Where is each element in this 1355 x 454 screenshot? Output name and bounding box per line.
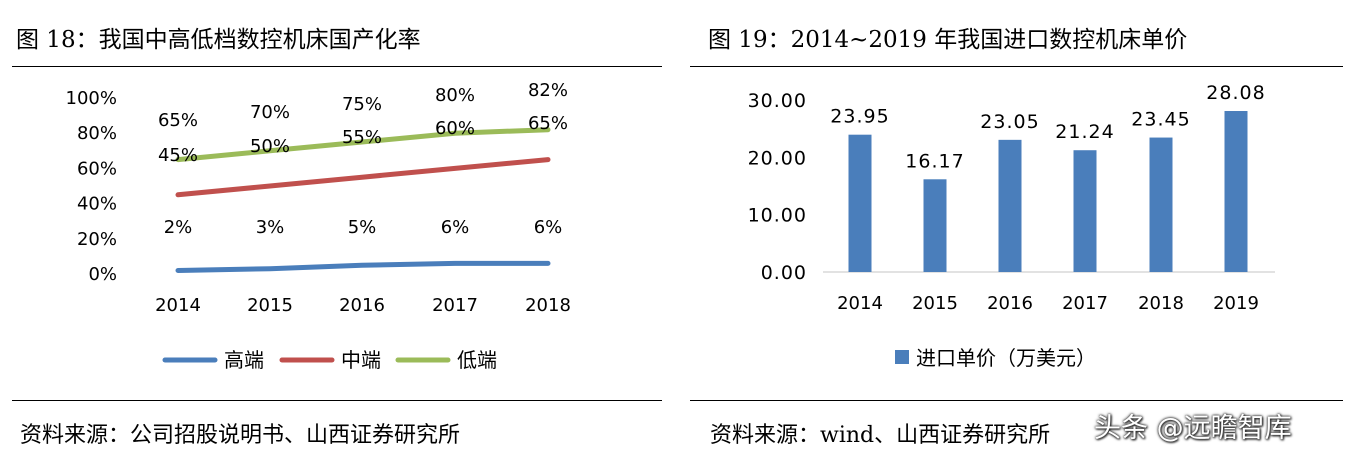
series-line-1 <box>175 260 551 273</box>
y-tick-label: 20.00 <box>748 147 807 169</box>
figure-18-line-chart: 0% 20% 40% 60% 80% 100% 2014 2015 2016 2017 2018 2%… <box>66 80 571 372</box>
bar <box>1073 150 1097 272</box>
data-label: 23.45 <box>1131 109 1190 131</box>
figure-19-bottom-rule <box>690 400 1343 401</box>
x-tick-label: 2017 <box>432 295 478 316</box>
y-tick-label: 20% <box>77 229 117 250</box>
y-tick-label: 40% <box>77 194 117 215</box>
data-label: 6% <box>441 217 470 238</box>
figure-18-title: 图 18：我国中高低档数控机床国产化率 <box>16 27 421 53</box>
x-tick-label: 2015 <box>912 293 958 314</box>
data-label: 70% <box>250 102 290 123</box>
bar <box>848 134 872 272</box>
bar <box>923 179 947 272</box>
y-tick-label: 60% <box>77 158 117 179</box>
data-label: 23.05 <box>980 111 1039 133</box>
data-label: 28.08 <box>1206 82 1265 104</box>
data-label: 65% <box>528 113 568 134</box>
data-label: 3% <box>256 217 285 238</box>
x-tick-label: 2016 <box>339 295 385 316</box>
x-tick-label: 2017 <box>1062 293 1108 314</box>
data-label: 75% <box>342 94 382 115</box>
figure-19-title: 图 19：2014~2019 年我国进口数控机床单价 <box>708 27 1188 53</box>
x-tick-label: 2018 <box>525 295 571 316</box>
bar <box>998 139 1022 272</box>
bar <box>1224 111 1248 272</box>
legend-label: 进口单价（万美元） <box>916 346 1096 370</box>
legend-swatch <box>895 350 909 364</box>
figure-19-panel: 图 19：2014~2019 年我国进口数控机床单价 0.00 10.00 20.0… <box>690 0 1355 454</box>
data-label: 6% <box>534 217 563 238</box>
data-label: 5% <box>348 217 377 238</box>
series-line-2 <box>175 157 551 198</box>
x-tick-label: 2015 <box>247 295 293 316</box>
figure-18-source: 资料来源：公司招股说明书、山西证券研究所 <box>20 423 461 448</box>
bar <box>1149 137 1173 272</box>
x-tick-label: 2014 <box>837 293 883 314</box>
figure-18-top-rule <box>12 66 662 67</box>
watermark: 头条 @远瞻智库 <box>1094 413 1292 444</box>
legend-label: 中端 <box>341 348 381 372</box>
data-label: 60% <box>435 118 475 139</box>
data-label: 82% <box>528 80 568 101</box>
y-tick-label: 80% <box>77 123 117 144</box>
x-tick-label: 2018 <box>1138 293 1184 314</box>
figure-19-bar-chart: 0.00 10.00 20.00 30.00 23.95 16.17 23.05 21.24 2… <box>748 82 1275 370</box>
figure-19-top-rule <box>690 66 1343 67</box>
x-tick-label: 2016 <box>987 293 1033 314</box>
data-label: 80% <box>435 85 475 106</box>
data-label: 2% <box>164 217 193 238</box>
data-label: 21.24 <box>1055 121 1114 143</box>
y-tick-label: 10.00 <box>748 205 807 227</box>
data-label: 45% <box>158 145 198 166</box>
y-tick-label: 100% <box>66 88 117 109</box>
legend-label: 低端 <box>457 348 497 372</box>
figure-18-bottom-rule <box>12 400 662 401</box>
x-tick-label: 2019 <box>1213 293 1259 314</box>
data-label: 65% <box>158 110 198 131</box>
x-tick-label: 2014 <box>155 295 201 316</box>
series-line-3 <box>175 127 551 163</box>
data-label: 16.17 <box>905 150 964 172</box>
figure-18-panel: 图 18：我国中高低档数控机床国产化率 0% 20% 40% 60% 80% 100% 20… <box>0 0 676 454</box>
figure-19-source: 资料来源：wind、山西证券研究所 <box>710 423 1051 448</box>
y-tick-label: 30.00 <box>748 90 807 112</box>
data-label: 55% <box>342 127 382 148</box>
data-label: 50% <box>250 136 290 157</box>
y-tick-label: 0.00 <box>761 262 807 284</box>
y-tick-label: 0% <box>88 264 117 285</box>
legend-label: 高端 <box>224 348 264 372</box>
data-label: 23.95 <box>830 106 889 128</box>
